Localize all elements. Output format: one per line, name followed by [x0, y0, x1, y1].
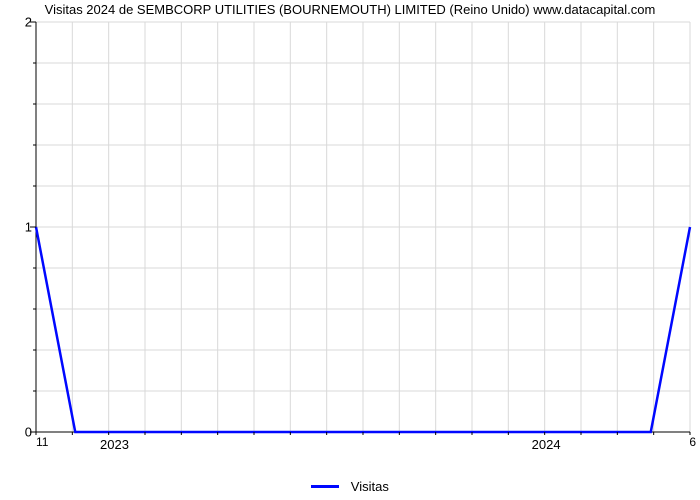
- corner-bottom-left: 11: [36, 435, 48, 449]
- x-tick-label: 2024: [532, 437, 561, 452]
- x-tick-label: 2023: [100, 437, 129, 452]
- chart-title: Visitas 2024 de SEMBCORP UTILITIES (BOUR…: [0, 2, 700, 17]
- plot-area: [36, 22, 690, 432]
- y-tick-label: 0: [2, 425, 32, 440]
- legend-label: Visitas: [351, 479, 389, 494]
- corner-bottom-right: 6: [689, 435, 696, 449]
- y-tick-label: 2: [2, 15, 32, 30]
- legend-swatch: [311, 485, 339, 488]
- y-tick-label: 1: [2, 220, 32, 235]
- gridlines: [36, 22, 690, 432]
- legend: Visitas: [0, 478, 700, 494]
- chart-root: Visitas 2024 de SEMBCORP UTILITIES (BOUR…: [0, 0, 700, 500]
